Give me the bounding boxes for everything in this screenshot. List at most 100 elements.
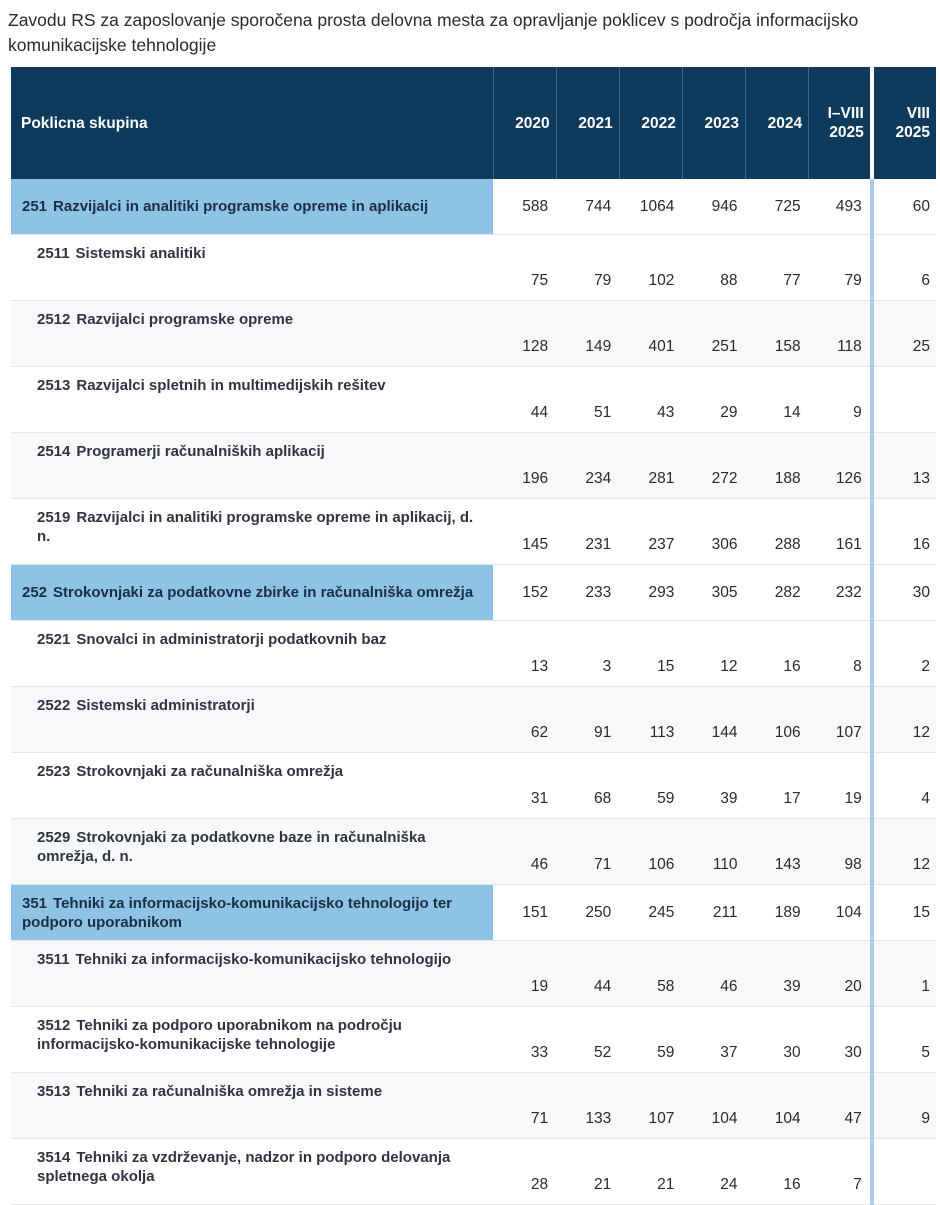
value-cell: 44 [493,366,557,433]
value-cell: 59 [619,1006,683,1073]
occupation-cell: 2512 Razvijalci programske opreme [11,300,494,367]
value-cell: 75 [493,234,557,301]
value-cell: 12 [682,620,746,687]
value-cell: 128 [493,300,557,367]
value-cell: 401 [619,300,683,367]
value-cell: 107 [808,686,872,753]
table-group-row: 252 Strokovnjaki za podatkovne zbirke in … [11,564,936,621]
occupation-code: 2521 [37,631,71,648]
occupation-cell: 3512 Tehniki za podporo uporabnikom na po… [11,1006,494,1073]
value-cell: 46 [493,818,557,885]
value-cell: 151 [493,884,557,941]
value-cell: 14 [745,366,809,433]
occupation-code: 2529 [37,829,71,846]
value-cell: 126 [808,432,872,499]
value-cell: 232 [808,564,872,621]
value-cell: 44 [556,940,620,1007]
value-cell: 29 [682,366,746,433]
occupation-label: Strokovnjaki za podatkovne zbirke in rač… [53,584,474,601]
occupation-cell: 2513 Razvijalci spletnih in multimedijski… [11,366,494,433]
value-cell: 196 [493,432,557,499]
occupation-label: Strokovnjaki za podatkovne baze in račun… [37,829,426,865]
occupation-label: Sistemski analitiki [75,245,206,262]
value-cell: 8 [808,620,872,687]
value-cell: 2 [869,620,936,687]
value-cell: 5 [869,1006,936,1073]
occupation-label: Tehniki za informacijsko-komunikacijsko … [22,894,452,931]
occupation-code: 2523 [37,763,71,780]
value-cell: 588 [493,179,557,235]
occupation-cell: 2529 Strokovnjaki za podatkovne baze in r… [11,818,494,885]
value-cell: 744 [556,179,620,235]
value-cell: 91 [556,686,620,753]
value-cell: 725 [745,179,809,235]
value-cell: 104 [745,1072,809,1139]
value-cell: 106 [619,818,683,885]
value-cell: 79 [556,234,620,301]
value-cell: 19 [493,940,557,1007]
value-cell: 30 [745,1006,809,1073]
value-cell: 20 [808,940,872,1007]
occupation-label: Razvijalci in analitiki programske oprem… [37,509,474,545]
value-cell: 282 [745,564,809,621]
table-row: 2522 Sistemski administratorji 62 91 113 144 1… [11,686,936,753]
occupation-label: Tehniki za računalniška omrežja in siste… [76,1083,383,1100]
value-cell: 24 [682,1138,746,1205]
value-cell: 305 [682,564,746,621]
value-cell: 39 [745,940,809,1007]
table-row: 2519 Razvijalci in analitiki programske o… [11,498,936,565]
value-cell: 6 [869,234,936,301]
value-cell: 7 [808,1138,872,1205]
value-cell: 113 [619,686,683,753]
occupation-cell: 2523 Strokovnjaki za računalniška omrežja [11,752,494,819]
value-cell: 158 [745,300,809,367]
value-cell: 30 [808,1006,872,1073]
occupation-cell: 252 Strokovnjaki za podatkovne zbirke in … [11,564,494,621]
occupation-code: 3513 [37,1083,71,1100]
value-cell: 59 [619,752,683,819]
value-cell: 30 [869,564,936,621]
table-row: 3512 Tehniki za podporo uporabnikom na po… [11,1006,936,1073]
occupation-label: Tehniki za informacijsko-komunikacijsko … [75,951,452,968]
table-row: 2513 Razvijalci spletnih in multimedijski… [11,366,936,433]
value-cell: 16 [745,620,809,687]
table-title: Zavodu RS za zaposlovanje sporočena pros… [8,10,859,55]
value-cell: 251 [682,300,746,367]
header-year: 2020 [493,67,557,179]
value-cell: 25 [869,300,936,367]
occupation-cell: 3511 Tehniki za informacijsko-komunikacij… [11,940,494,1007]
header-month: VIII 2025 [869,67,936,179]
value-cell: 79 [808,234,872,301]
header-period: I–VIII 2025 [808,67,873,179]
value-cell: 9 [808,366,872,433]
occupation-code: 251 [22,198,48,215]
occupation-label: Tehniki za podporo uporabnikom na področ… [37,1017,402,1053]
occupation-label: Razvijalci programske opreme [76,311,294,328]
value-cell: 12 [869,686,936,753]
occupation-code: 351 [22,894,48,912]
occupation-label: Strokovnjaki za računalniška omrežja [76,763,344,780]
value-cell: 46 [682,940,746,1007]
value-cell: 39 [682,752,746,819]
value-cell: 306 [682,498,746,565]
table-row: 3511 Tehniki za informacijsko-komunikacij… [11,940,936,1007]
occupation-cell: 2521 Snovalci in administratorji podatkov… [11,620,494,687]
value-cell: 16 [745,1138,809,1205]
value-cell: 21 [556,1138,620,1205]
value-cell: 106 [745,686,809,753]
table-row: 2512 Razvijalci programske opreme 128 149 40… [11,300,936,367]
value-cell: 43 [619,366,683,433]
value-cell: 15 [619,620,683,687]
occupation-cell: 2511 Sistemski analitiki [11,234,494,301]
value-cell: 31 [493,752,557,819]
value-cell: 133 [556,1072,620,1139]
value-cell: 77 [745,234,809,301]
value-cell [869,1138,936,1205]
value-cell: 37 [682,1006,746,1073]
occupation-code: 2511 [37,245,70,262]
value-cell: 3 [556,620,620,687]
value-cell: 28 [493,1138,557,1205]
occupation-label: Sistemski administratorji [76,697,255,714]
value-cell: 33 [493,1006,557,1073]
value-cell: 211 [682,884,746,941]
